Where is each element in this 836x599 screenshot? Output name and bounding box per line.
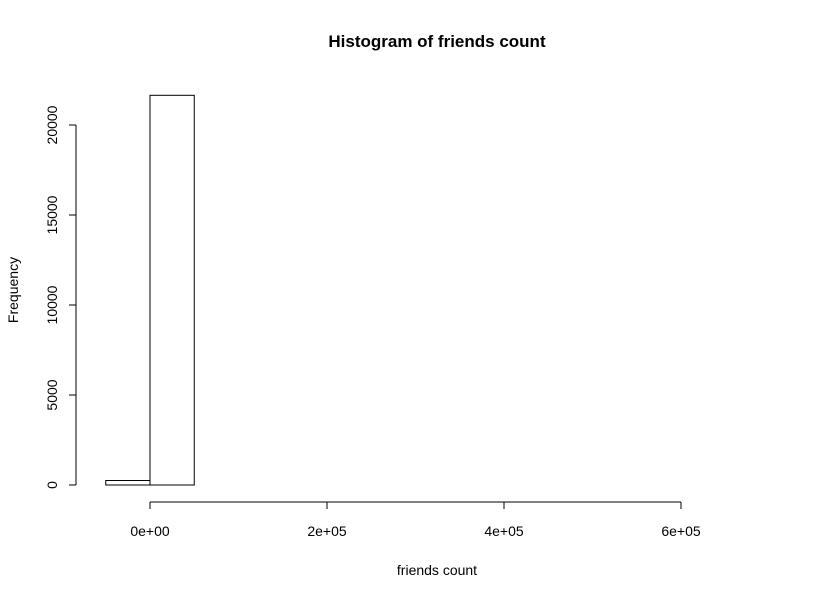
y-tick-label-0: 0 bbox=[44, 481, 60, 489]
chart-title: Histogram of friends count bbox=[328, 32, 546, 51]
x-tick-label-1: 2e+05 bbox=[307, 523, 347, 539]
histogram-bar-1 bbox=[149, 94, 195, 486]
bars-group bbox=[105, 94, 195, 486]
y-tick-label-4: 20000 bbox=[44, 105, 60, 144]
x-axis-label: friends count bbox=[397, 562, 477, 578]
x-tick-label-3: 6e+05 bbox=[661, 523, 701, 539]
y-tick-label-1: 5000 bbox=[44, 379, 60, 410]
x-axis: 0e+00 2e+05 4e+05 6e+05 bbox=[130, 501, 701, 539]
y-tick-label-2: 10000 bbox=[44, 285, 60, 324]
histogram-bar-0 bbox=[105, 480, 151, 486]
y-tick-label-3: 15000 bbox=[44, 195, 60, 234]
x-tick-label-2: 4e+05 bbox=[484, 523, 524, 539]
x-tick-label-0: 0e+00 bbox=[130, 523, 170, 539]
y-axis: 0 5000 10000 15000 20000 bbox=[44, 105, 77, 489]
y-axis-label: Frequency bbox=[5, 257, 21, 323]
